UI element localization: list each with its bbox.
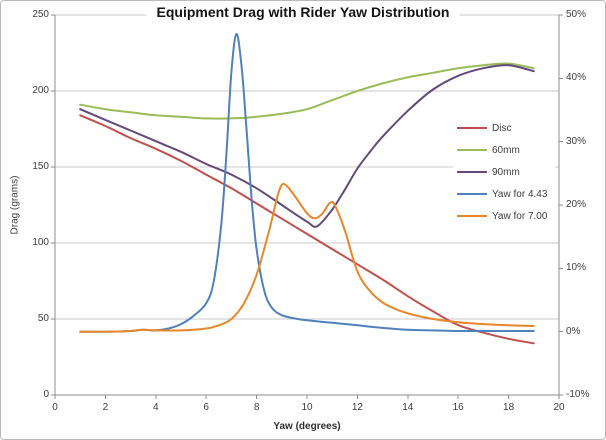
series-line-60mm <box>79 62 535 120</box>
legend-label: 60mm <box>492 144 520 156</box>
legend-label: 90mm <box>492 166 520 178</box>
legend-swatch <box>457 193 487 195</box>
legend-swatch <box>457 215 487 217</box>
legend-item: 90mm <box>457 161 547 183</box>
y-axis-title-left: Drag (grams) <box>9 175 21 235</box>
legend-swatch <box>457 171 487 173</box>
legend-item: 60mm <box>457 139 547 161</box>
series-line-disc <box>79 114 535 345</box>
legend-label: Yaw for 4.43 <box>492 188 548 200</box>
chart-title: Equipment Drag with Rider Yaw Distributi… <box>146 4 460 20</box>
legend-label: Yaw for 7.00 <box>492 210 548 222</box>
legend-item: Yaw for 7.00 <box>457 205 547 227</box>
legend-swatch <box>457 149 487 151</box>
series-line-90mm <box>79 64 535 228</box>
series-line-yaw-for-4.43 <box>79 32 535 333</box>
legend-label: Disc <box>492 122 512 134</box>
legend-item: Disc <box>457 117 547 139</box>
legend-item: Yaw for 4.43 <box>457 183 547 205</box>
x-axis-title: Yaw (degrees) <box>273 421 341 432</box>
series-line-yaw-for-7.00 <box>79 182 535 333</box>
legend-swatch <box>457 127 487 129</box>
legend: Disc 60mm 90mm Yaw for 4.43 Yaw for 7.00 <box>453 115 556 229</box>
